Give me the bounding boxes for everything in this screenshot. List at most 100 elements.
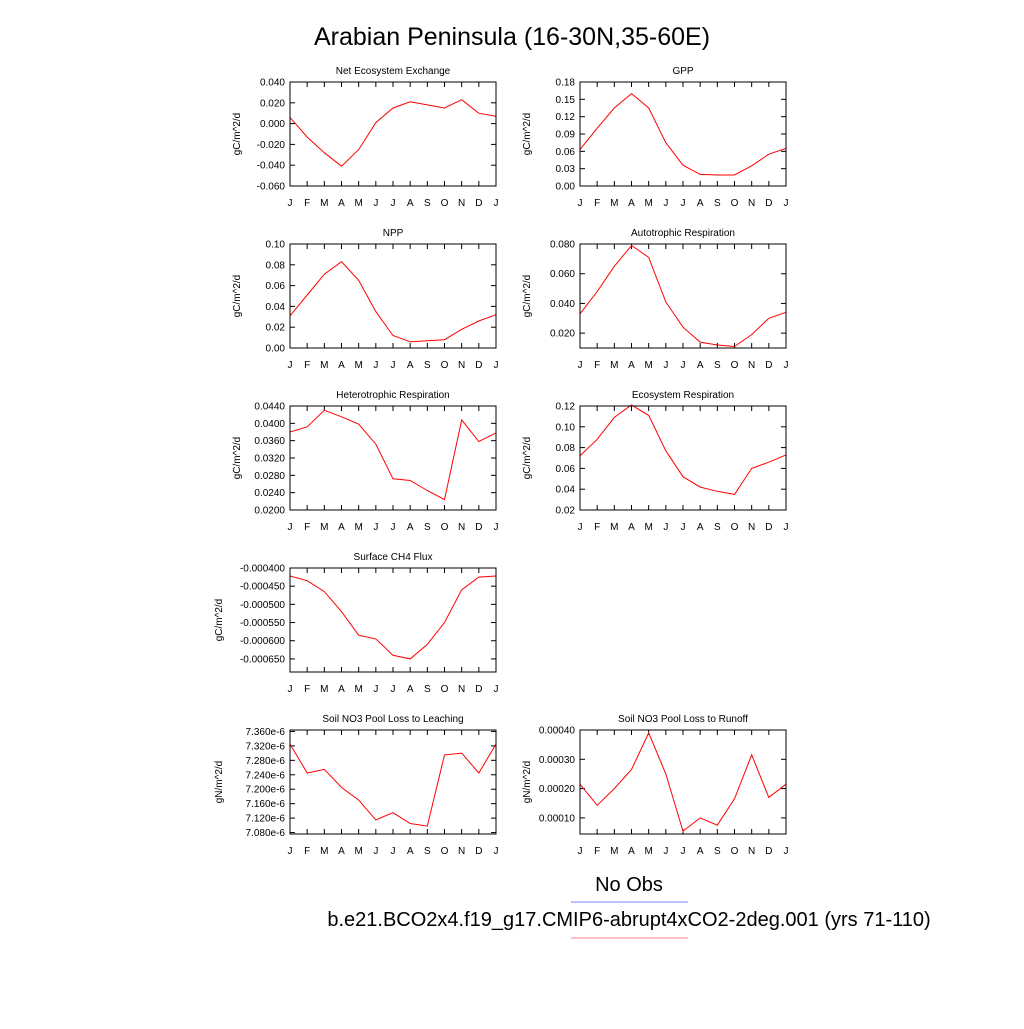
y-tick-label: 7.240e-6 (246, 770, 286, 781)
x-tick-label: A (628, 198, 635, 209)
data-line (289, 575, 497, 660)
x-tick-label: F (304, 360, 310, 371)
data-line (289, 261, 497, 343)
x-tick-label: A (697, 198, 704, 209)
y-tick-label: 7.200e-6 (246, 785, 286, 796)
y-tick-label: 0.00030 (539, 755, 576, 766)
y-tick-label: 0.00020 (539, 784, 576, 795)
x-tick-label: S (424, 360, 431, 371)
y-tick-label: -0.040 (257, 161, 286, 172)
data-line (579, 404, 787, 495)
y-tick-label: 0.02 (556, 506, 576, 517)
y-tick-label: -0.000600 (240, 636, 285, 647)
x-tick-label: S (424, 522, 431, 533)
x-tick-label: F (304, 846, 310, 857)
x-tick-label: J (373, 846, 378, 857)
y-axis-label: gC/m^2/d (232, 437, 243, 480)
y-tick-label: 7.160e-6 (246, 799, 286, 810)
x-tick-label: J (391, 360, 396, 371)
x-tick-label: D (765, 522, 772, 533)
y-tick-label: 7.120e-6 (246, 814, 286, 825)
x-tick-label: S (424, 198, 431, 209)
y-axis-label: gC/m^2/d (232, 113, 243, 156)
plot-frame (289, 567, 497, 673)
x-tick-label: N (458, 360, 465, 371)
x-tick-label: J (288, 846, 293, 857)
y-tick-label: 0.09 (556, 130, 576, 141)
y-axis-label: gC/m^2/d (522, 113, 533, 156)
y-axis-label: gC/m^2/d (522, 275, 533, 318)
x-tick-label: A (697, 846, 704, 857)
x-tick-label: D (765, 846, 772, 857)
y-tick-label: -0.020 (257, 140, 286, 151)
x-tick-label: J (494, 522, 499, 533)
x-tick-label: J (391, 522, 396, 533)
panel-title: Autotrophic Respiration (631, 228, 735, 239)
y-tick-label: -0.000450 (240, 582, 285, 593)
x-tick-label: A (697, 360, 704, 371)
y-tick-label: -0.000500 (240, 600, 285, 611)
x-tick-label: J (784, 360, 789, 371)
figure-title: Arabian Peninsula (16-30N,35-60E) (314, 23, 710, 51)
y-tick-label: 0.020 (260, 98, 285, 109)
x-tick-label: J (494, 198, 499, 209)
data-line (579, 244, 787, 348)
x-tick-label: S (424, 684, 431, 695)
x-tick-label: J (373, 522, 378, 533)
x-tick-label: M (354, 684, 362, 695)
x-tick-label: A (407, 846, 414, 857)
x-tick-label: J (578, 360, 583, 371)
x-tick-label: N (458, 684, 465, 695)
y-tick-label: 0.06 (556, 464, 576, 475)
x-tick-label: A (338, 198, 345, 209)
x-tick-label: N (748, 198, 755, 209)
legend-label: No Obs (595, 874, 663, 896)
x-tick-label: D (475, 522, 482, 533)
x-tick-label: N (458, 198, 465, 209)
x-tick-label: A (407, 522, 414, 533)
x-tick-label: A (628, 846, 635, 857)
x-tick-label: N (748, 522, 755, 533)
x-tick-label: A (697, 522, 704, 533)
x-tick-label: O (731, 360, 739, 371)
y-tick-label: 0.08 (266, 260, 286, 271)
y-tick-label: 0.0400 (254, 419, 285, 430)
x-tick-label: F (594, 522, 600, 533)
x-tick-label: N (748, 846, 755, 857)
y-tick-label: 0.00 (266, 344, 286, 355)
y-tick-label: 0.02 (266, 323, 286, 334)
x-tick-label: J (681, 522, 686, 533)
y-tick-label: 0.000 (260, 119, 285, 130)
legend-label: b.e21.BCO2x4.f19_g17.CMIP6-abrupt4xCO2-2… (327, 909, 930, 931)
x-tick-label: J (494, 360, 499, 371)
y-tick-label: 0.0240 (254, 488, 285, 499)
x-tick-label: S (714, 846, 721, 857)
x-tick-label: M (354, 522, 362, 533)
x-tick-label: J (663, 522, 668, 533)
panel-title: Net Ecosystem Exchange (336, 66, 451, 77)
x-tick-label: O (731, 522, 739, 533)
y-tick-label: 0.0280 (254, 471, 285, 482)
x-tick-label: S (714, 198, 721, 209)
x-tick-label: J (288, 360, 293, 371)
y-axis-label: gC/m^2/d (214, 599, 225, 642)
x-tick-label: M (644, 522, 652, 533)
x-tick-label: O (441, 846, 449, 857)
x-tick-label: O (441, 522, 449, 533)
y-tick-label: 0.0440 (254, 402, 285, 413)
plot-frame (289, 81, 497, 187)
x-tick-label: J (288, 198, 293, 209)
x-tick-label: F (594, 846, 600, 857)
x-tick-label: N (748, 360, 755, 371)
x-tick-label: D (765, 360, 772, 371)
x-tick-label: M (354, 846, 362, 857)
plot-frame (289, 243, 497, 349)
x-tick-label: F (304, 684, 310, 695)
y-tick-label: 7.080e-6 (246, 828, 286, 839)
y-tick-label: 0.18 (556, 78, 576, 89)
x-tick-label: M (644, 360, 652, 371)
y-tick-label: 0.020 (550, 329, 575, 340)
x-tick-label: A (407, 198, 414, 209)
x-tick-label: D (475, 846, 482, 857)
x-tick-label: J (663, 846, 668, 857)
